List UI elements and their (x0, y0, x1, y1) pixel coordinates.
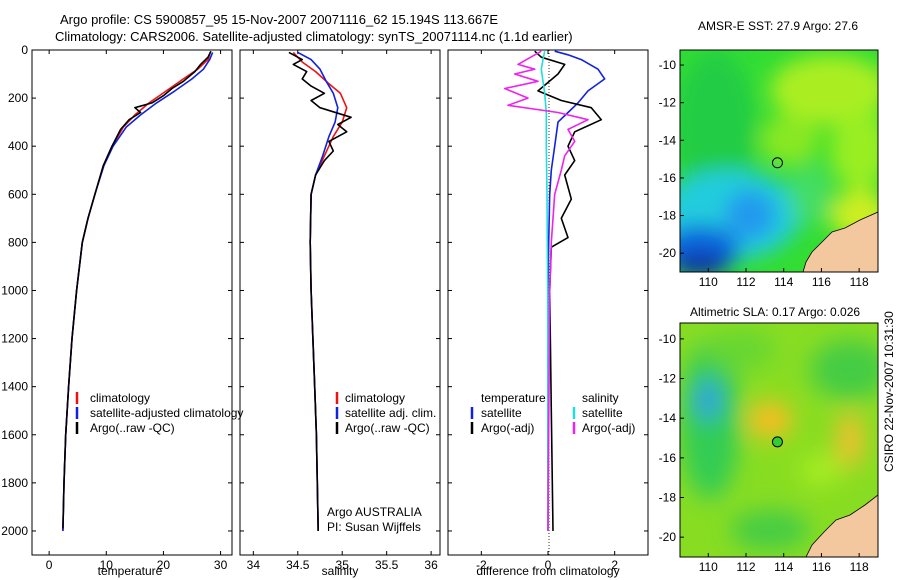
map-y-tick-label: -16 (659, 451, 677, 465)
sst-map-frame (679, 49, 879, 273)
map-x-tick-label: 114 (774, 275, 793, 289)
salinity-legend: climatology satellite adj. clim. Argo(..… (327, 391, 436, 534)
csiro-timestamp: CSIRO 22-Nov-2007 10:31:30 (882, 311, 896, 472)
map-x-tick-label: 110 (699, 560, 718, 574)
legend-label-climatology: climatology (345, 391, 405, 405)
salinity-xlabel: salinity (322, 564, 359, 578)
y-tick-label: 1200 (1, 332, 28, 346)
argo-pi-label: PI: Susan Wijffels (327, 520, 421, 534)
x-tick-label: 35 (336, 558, 350, 572)
series-line-argo-raw-qc- (62, 50, 212, 529)
map-y-tick-label: -20 (659, 246, 677, 260)
sla-map-title: Altimetric SLA: 0.17 Argo: 0.026 (690, 305, 860, 319)
x-tick-label: 2 (611, 558, 618, 572)
argo-float-marker-sla (771, 436, 783, 448)
x-tick-label: 10 (100, 558, 114, 572)
y-tick-label: 0 (21, 43, 28, 57)
axes-group: 0 10 20 30020040060080010001200140016001800… (1, 43, 648, 572)
legend-label-argo: Argo(..raw -QC) (345, 421, 430, 435)
map-y-tick-label: -18 (659, 491, 677, 505)
figure-title-line2: Climatology: CARS2006. Satellite-adjuste… (55, 29, 573, 44)
x-tick-label: 20 (157, 558, 171, 572)
temperature-panel-frame (31, 49, 233, 556)
x-tick-label: 36 (424, 558, 438, 572)
legend-label-satellite: satellite adj. clim. (345, 406, 436, 420)
map-x-tick-label: 112 (736, 275, 755, 289)
series-line-salinity-satellite (540, 51, 549, 531)
map-y-tick-label: -14 (659, 411, 677, 425)
sla-map-axes: 110 112 114 116 118 -10 -12 -14 -16 -18 -20 (659, 332, 869, 574)
difference-series-group (503, 50, 606, 532)
map-x-tick-label: 116 (812, 275, 831, 289)
series-line-satellite-adj-clim- (297, 51, 339, 532)
temperature-series-group (62, 50, 214, 532)
map-y-tick-label: -12 (659, 372, 677, 386)
figure-title-line1: Argo profile: CS 5900857_95 15-Nov-2007 … (60, 12, 499, 27)
map-y-tick-label: -12 (659, 96, 677, 110)
difference-xlabel: difference from climatology (476, 564, 619, 578)
y-tick-label: 1000 (1, 283, 28, 297)
series-line-climatology (62, 52, 212, 532)
sst-map-title: AMSR-E SST: 27.9 Argo: 27.6 (698, 19, 858, 33)
map-y-tick-label: -10 (659, 332, 677, 346)
series-line-temperature-satellite (547, 50, 606, 531)
legend-label-argo: Argo(..raw -QC) (90, 421, 175, 435)
y-tick-label: 1600 (1, 428, 28, 442)
map-x-tick-label: 112 (736, 560, 755, 574)
temperature-xlabel: temperature (98, 564, 163, 578)
y-tick-label: 200 (8, 91, 28, 105)
x-tick-label: 35.5 (375, 558, 399, 572)
difference-legend: temperature satellite Argo(-adj) salinit… (470, 391, 635, 435)
y-tick-label: 1800 (1, 476, 28, 490)
series-line-satellite-adjusted-climatology (62, 52, 214, 532)
salinity-series-group (288, 51, 352, 532)
legend-title-salinity: salinity (582, 391, 619, 405)
y-tick-label: 600 (8, 187, 28, 201)
map-x-tick-label: 114 (774, 560, 793, 574)
temperature-legend: climatology satellite-adjusted climatolo… (75, 391, 243, 435)
legend-label-climatology: climatology (90, 391, 150, 405)
salinity-panel-frame (239, 49, 441, 556)
map-y-tick-label: -16 (659, 171, 677, 185)
x-tick-label: 0 (545, 558, 552, 572)
x-tick-label: 30 (214, 558, 228, 572)
series-line-temperature-argo-adj- (534, 50, 603, 532)
map-x-tick-label: 118 (850, 275, 869, 289)
y-tick-label: 1400 (1, 380, 28, 394)
map-x-tick-label: 118 (850, 560, 869, 574)
y-tick-label: 400 (8, 139, 28, 153)
legend-label-temp-argo: Argo(-adj) (481, 421, 534, 435)
map-y-tick-label: -10 (659, 58, 677, 72)
y-tick-label: 800 (8, 235, 28, 249)
sst-map-axes: 110 112 114 116 118 -10 -12 -14 -16 -18 -20 (659, 58, 869, 289)
map-x-tick-label: 116 (812, 560, 831, 574)
x-tick-label: -2 (476, 558, 487, 572)
x-tick-label: 0 (46, 558, 53, 572)
legend-title-temperature: temperature (481, 391, 546, 405)
series-line-salinity-argo-adj- (503, 50, 589, 532)
x-tick-label: 34.5 (286, 558, 310, 572)
legend-label-sal-argo: Argo(-adj) (582, 421, 635, 435)
legend-label-temp-satellite: satellite (481, 406, 522, 420)
argo-program-label: Argo AUSTRALIA (327, 505, 422, 519)
sst-map (680, 50, 878, 272)
map-x-tick-label: 110 (699, 275, 718, 289)
map-y-tick-label: -20 (659, 530, 677, 544)
x-tick-label: 34 (247, 558, 261, 572)
argo-float-marker-sst (771, 157, 783, 169)
map-y-tick-label: -14 (659, 133, 677, 147)
legend-label-satellite: satellite-adjusted climatology (90, 406, 243, 420)
sla-map-frame (679, 322, 879, 558)
legend-label-sal-satellite: satellite (582, 406, 623, 420)
series-line-argo-raw-qc- (288, 51, 352, 532)
map-y-tick-label: -18 (659, 209, 677, 223)
y-tick-label: 2000 (1, 524, 28, 538)
